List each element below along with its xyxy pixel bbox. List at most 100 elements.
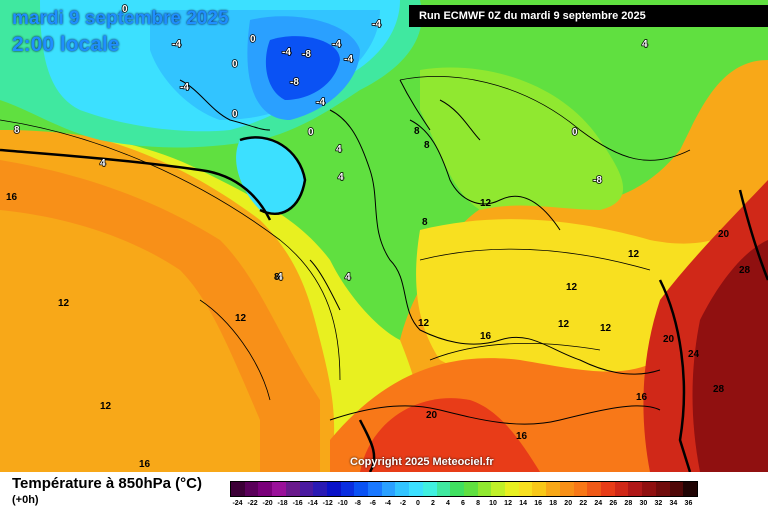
contour-line: [0, 148, 272, 221]
east-darkred-zone: [692, 240, 768, 472]
contour-label: 0: [250, 34, 256, 45]
scale-tick-label: 2: [430, 500, 435, 507]
coastline: [309, 259, 341, 311]
contour-label: 12: [58, 298, 70, 309]
isoline: [419, 248, 651, 271]
scale-tick-label: 26: [609, 500, 618, 507]
scale-tick-label: 4: [446, 500, 450, 507]
scale-tick-label: 6: [461, 500, 465, 507]
color-swatch: [587, 482, 601, 496]
contour-label: -4: [372, 19, 381, 30]
scale-tick-label: -16: [292, 500, 303, 507]
contour-label: 12: [558, 319, 570, 330]
contour-line: [738, 189, 768, 281]
color-swatch: [381, 482, 396, 496]
contour-label: 0: [232, 109, 238, 120]
contour-label: 8: [14, 125, 20, 136]
color-swatch: [368, 482, 382, 496]
scale-tick-label: -22: [247, 500, 258, 507]
contour-label: 16: [636, 392, 648, 403]
color-swatch: [299, 482, 314, 496]
scale-tick-label: -10: [337, 500, 348, 507]
contour-label: -4: [180, 82, 189, 93]
contour-label: 12: [480, 198, 492, 209]
contour-label: 0: [572, 127, 578, 138]
africa-red-zone: [360, 398, 540, 472]
map-canvas: 0 0 0 0 0 0 -4 -4 -4 -4 -4 -4 -4 -8 -8 -…: [0, 0, 768, 472]
contour-label: 28: [713, 384, 725, 395]
west-mid-band: [0, 210, 260, 472]
scale-tick-label: 20: [564, 500, 573, 507]
isoline: [399, 76, 691, 161]
contour-label: 12: [418, 318, 430, 329]
scale-tick-label: -12: [322, 500, 333, 507]
coastline: [399, 79, 431, 131]
color-swatch: [642, 482, 656, 496]
color-swatch: [546, 482, 560, 496]
color-swatch: [285, 482, 300, 496]
contour-label: 4: [336, 144, 342, 155]
date-title: mardi 9 septembre 2025: [12, 8, 229, 29]
color-swatch: [436, 482, 451, 496]
contour-label: 0: [122, 4, 128, 15]
east-lightgreen: [420, 67, 624, 210]
color-scale-ticks: -24 -22 -20 -18 -16 -14 -12 -10 -8 -6 -4 -2 0 2 4 6 8 10 1…: [230, 499, 696, 509]
color-swatch: [600, 482, 615, 496]
color-swatch: [258, 482, 273, 496]
temperature-map: 0 0 0 0 0 0 -4 -4 -4 -4 -4 -4 -4 -8 -8 -…: [0, 0, 768, 472]
scale-tick-label: -20: [262, 500, 273, 507]
scale-tick-label: 32: [654, 500, 663, 507]
contour-label: 16: [6, 192, 18, 203]
contour-label: 8: [414, 126, 420, 137]
color-swatch: [395, 482, 410, 496]
contour-label: 12: [100, 401, 112, 412]
scale-tick-label: 30: [639, 500, 648, 507]
contour-labels: 0 0 0 0 0 0 -4 -4 -4 -4 -4 -4 -4 -8 -8 -…: [6, 3, 751, 470]
isoline: [429, 343, 601, 361]
contour-label: -4: [172, 39, 181, 50]
contour-label: 16: [516, 431, 528, 442]
contour-label: -4: [316, 97, 325, 108]
color-scale: [230, 481, 698, 497]
contour-label: -8: [302, 49, 311, 60]
contour-label: 4: [642, 39, 648, 50]
scale-tick-label: -18: [277, 500, 288, 507]
color-swatch: [244, 482, 259, 496]
isoline: [0, 119, 341, 381]
scale-tick-label: -14: [307, 500, 318, 507]
coastline: [329, 405, 661, 425]
contour-label: 20: [663, 334, 675, 345]
scale-tick-label: 8: [476, 500, 480, 507]
contour-label: 4: [100, 158, 106, 169]
scale-tick-label: 12: [504, 500, 512, 507]
run-info-banner: Run ECMWF 0Z du mardi 9 septembre 2025: [409, 5, 768, 27]
contour-label: -8: [593, 175, 602, 186]
color-swatch: [477, 482, 492, 496]
contour-label: 12: [235, 313, 247, 324]
contour-label: -4: [332, 39, 341, 50]
color-swatch: [272, 482, 286, 496]
coastline: [329, 109, 661, 375]
coldest-zone: [265, 36, 340, 100]
scale-tick-label: 36: [684, 500, 693, 507]
coastline: [179, 79, 271, 131]
color-swatch: [669, 482, 684, 496]
color-swatch: [559, 482, 574, 496]
scale-tick-label: 34: [669, 500, 678, 507]
contour-label: 16: [480, 331, 492, 342]
contour-label: 8: [422, 217, 428, 228]
scale-tick-label: -4: [384, 500, 391, 507]
color-swatch: [450, 482, 464, 496]
contour-label: -4: [344, 54, 353, 65]
contour-label: 12: [566, 282, 578, 293]
contour-label: 0: [308, 127, 314, 138]
copyright-text: Copyright 2025 Meteociel.fr: [350, 456, 494, 468]
scale-tick-label: 28: [624, 500, 633, 507]
scale-tick-label: 0: [415, 500, 420, 507]
contour-label: 0: [232, 59, 238, 70]
color-swatch: [326, 482, 341, 496]
contour-label: 20: [718, 229, 730, 240]
color-swatch: [422, 482, 437, 496]
contour-label: 16: [139, 459, 151, 470]
contour-label: 8: [274, 272, 280, 283]
